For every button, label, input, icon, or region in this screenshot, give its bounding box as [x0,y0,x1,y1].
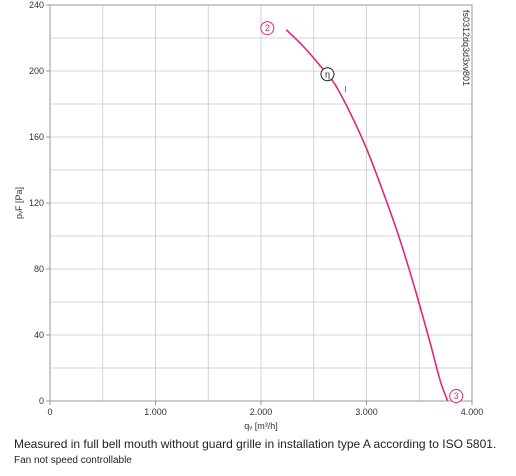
y-tick-label: 80 [34,264,44,274]
measurement-note: Measured in full bell mouth without guar… [14,437,497,451]
fan-curve-line [285,29,449,402]
markers-layer: 2 η 3 [260,21,464,404]
marker-label: 3 [454,391,459,401]
axis-ticks: 0 1.000 2.000 3.000 4.000 0 40 80 120 160 200 240 [29,0,483,417]
marker-circle [320,67,335,82]
y-axis-label: pᵥF [Pa] [14,187,24,219]
curve-marker: 2 [260,21,275,36]
marker-label: η [325,69,330,79]
chart-code-label: fs0312dq3d3xv801 [461,10,471,86]
y-tick-label: 120 [29,198,44,208]
series-layer: I [285,29,449,402]
curve-marker: 3 [449,389,464,404]
x-tick-label: 3.000 [355,407,378,417]
speed-control-note: Fan not speed controllable [14,455,132,466]
marker-circle [449,389,464,404]
x-tick-label: 0 [47,407,52,417]
curve-marker: η [320,67,335,82]
y-tick-label: 160 [29,132,44,142]
x-tick-label: 4.000 [461,407,484,417]
grid [50,5,472,401]
marker-label: 2 [265,23,270,33]
y-tick-label: 200 [29,66,44,76]
y-tick-label: 240 [29,0,44,10]
y-tick-label: 40 [34,330,44,340]
x-axis-label: qᵥ [m³/h] [244,421,277,431]
y-tick-label: 0 [39,396,44,406]
x-tick-label: 1.000 [144,407,167,417]
marker-circle [260,21,275,36]
fan-curve-chart: 0 1.000 2.000 3.000 4.000 0 40 80 120 160 200 240 I… [14,0,483,431]
x-tick-label: 2.000 [250,407,273,417]
series-label: I [344,84,347,94]
